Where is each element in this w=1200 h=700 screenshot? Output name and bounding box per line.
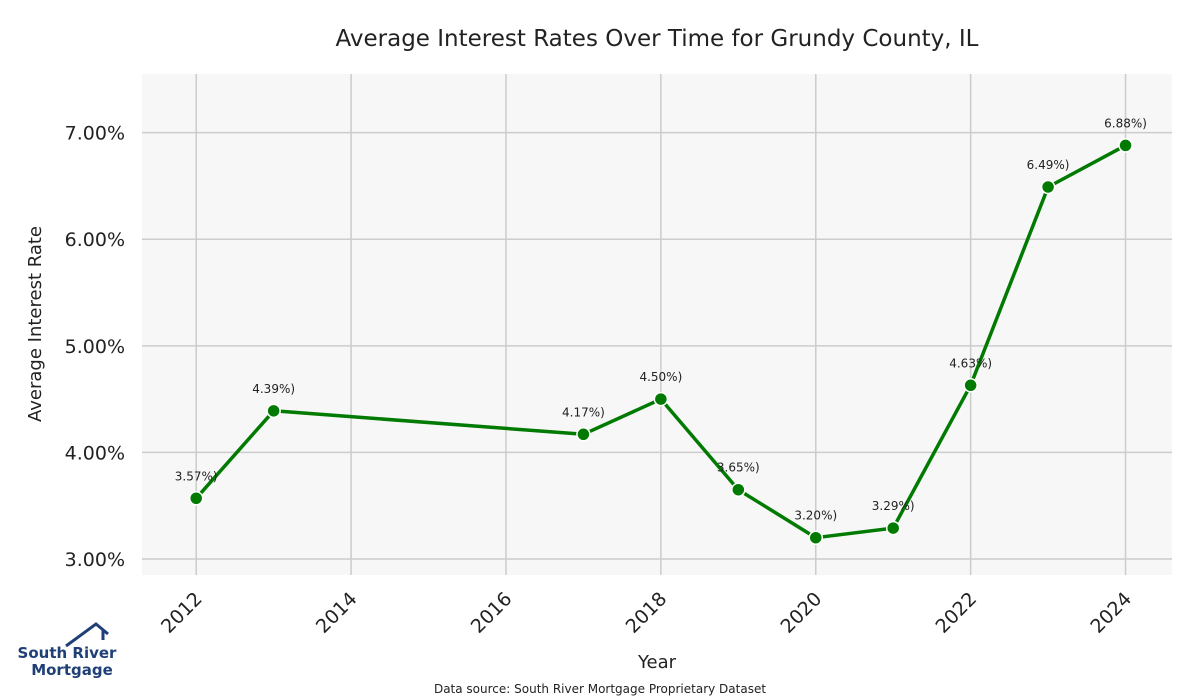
x-tick-label: 2024: [1086, 588, 1136, 638]
y-tick-label: 6.00%: [65, 229, 125, 251]
logo-line-2: Mortgage: [31, 661, 113, 679]
y-tick-label: 7.00%: [65, 123, 125, 145]
data-point: [188, 491, 204, 506]
data-label: 3.57%): [175, 469, 218, 483]
x-tick-label: 2020: [777, 588, 827, 638]
data-source-note: Data source: South River Mortgage Propri…: [434, 682, 766, 696]
data-point: [963, 378, 978, 393]
x-tick-label: 2012: [157, 588, 207, 638]
data-point: [808, 530, 824, 545]
data-point: [1118, 138, 1133, 153]
data-label: 3.29%): [872, 499, 915, 513]
y-tick-label: 3.00%: [65, 549, 125, 571]
data-point: [1040, 179, 1056, 195]
x-tick-label: 2022: [931, 588, 981, 638]
data-label: 3.20%): [794, 509, 837, 523]
data-label: 4.17%): [562, 405, 605, 419]
logo-line-1: South River: [18, 644, 118, 662]
data-points: [188, 138, 1133, 545]
data-point: [576, 427, 591, 442]
house-roof-icon: [65, 622, 109, 648]
x-axis-label: Year: [637, 652, 677, 673]
y-axis-label: Average Interest Rate: [25, 226, 46, 422]
y-axis-ticks: 3.00% 4.00% 5.00% 6.00% 7.00%: [65, 123, 125, 571]
x-tick-label: 2016: [467, 588, 517, 638]
data-label: 6.88%): [1104, 116, 1147, 130]
x-tick-label: 2018: [622, 588, 672, 638]
data-point: [653, 391, 669, 407]
grid-lines: [142, 74, 1172, 575]
data-label: 4.39%): [252, 382, 295, 396]
x-axis-ticks: 2012 2014 2016 2018 2020 2022 2024: [157, 588, 1136, 638]
data-point: [731, 482, 746, 497]
data-label: 6.49%): [1027, 158, 1070, 172]
company-logo: South River Mortgage: [18, 622, 118, 679]
data-point: [266, 403, 281, 419]
data-label: 4.63%): [949, 356, 992, 370]
series-line: [194, 143, 1127, 540]
data-label: 4.50%): [639, 370, 682, 384]
y-tick-label: 4.00%: [65, 442, 125, 464]
x-tick-label: 2014: [312, 588, 362, 638]
plot-area: [142, 74, 1172, 575]
y-tick-label: 5.00%: [65, 336, 125, 358]
data-label: 3.65%): [717, 461, 760, 475]
data-point: [885, 520, 901, 536]
data-labels: 3.57%) 4.39%) 4.17%) 4.50%) 3.65%) 3.20%) 3.29…: [175, 116, 1147, 522]
chart-title: Average Interest Rates Over Time for Gru…: [336, 26, 979, 52]
